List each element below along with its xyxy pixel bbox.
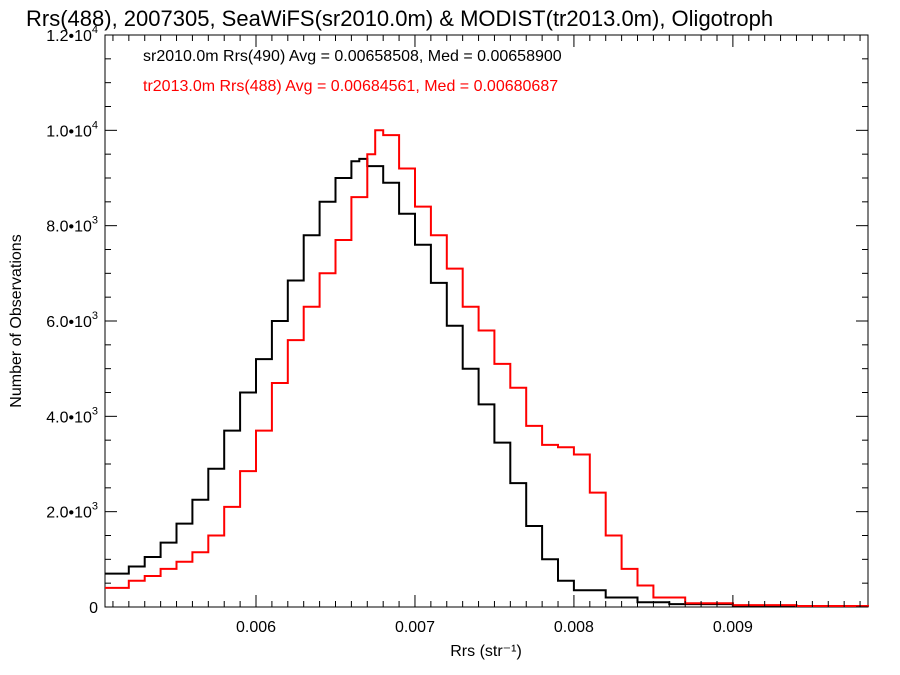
tick-layer: 0.006 0.007 0.008 0.009 0 2.0•103 4.0•103 6.0•1… — [46, 24, 868, 636]
x-tick-label: 0.008 — [554, 619, 594, 636]
x-tick-label: 0.007 — [395, 619, 435, 636]
series-layer — [105, 129, 869, 608]
series-line-0 — [105, 157, 869, 608]
legend-entry-red: tr2013.0m Rrs(488) Avg = 0.00684561, Med… — [143, 78, 558, 95]
x-tick-label: 0.006 — [236, 619, 276, 636]
y-tick-label: 2.0•103 — [46, 501, 98, 522]
y-axis-label: Number of Observations — [8, 234, 25, 407]
series-line-1 — [105, 129, 869, 607]
y-tick-label: 1.2•104 — [46, 24, 98, 45]
x-tick-label: 0.009 — [713, 619, 753, 636]
y-tick-label: 6.0•103 — [46, 310, 98, 331]
legend-entry-black: sr2010.0m Rrs(490) Avg = 0.00658508, Med… — [143, 48, 562, 65]
y-tick-label: 0 — [89, 600, 98, 617]
y-tick-label: 4.0•103 — [46, 405, 98, 426]
plot-frame — [104, 34, 869, 608]
y-tick-label: 1.0•104 — [46, 119, 98, 140]
y-tick-label: 8.0•103 — [46, 215, 98, 236]
x-axis-label: Rrs (str⁻¹) — [450, 643, 522, 660]
chart-title: Rrs(488), 2007305, SeaWiFS(sr2010.0m) & … — [26, 6, 773, 31]
